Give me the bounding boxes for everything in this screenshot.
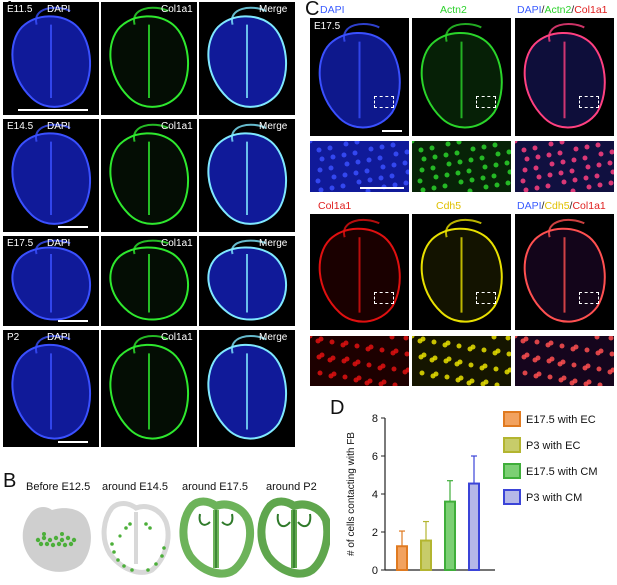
panel-a-tile-r0-c1: Col1a1 <box>101 2 197 115</box>
panel-c-bottom-zoom-0 <box>310 336 409 386</box>
tile-label: Col1a1 <box>161 121 193 132</box>
bar-chart-svg: 0 2 4 6 8 # of cells contacting with FB E17.5 … <box>346 411 598 577</box>
y-tick-label: 0 <box>372 565 378 577</box>
y-tick-label: 6 <box>372 451 378 463</box>
legend-label: P3 with CM <box>526 492 582 504</box>
panel-c-top-zoom-0 <box>310 141 409 192</box>
tile-label: Merge <box>259 4 288 15</box>
tile-label: E14.5 <box>7 121 34 132</box>
y-tick-label: 2 <box>372 527 378 539</box>
bar <box>420 539 432 572</box>
tile-label: E11.5 <box>7 4 33 15</box>
tile-label: Col1a1 <box>161 332 193 343</box>
scale-bar <box>58 441 88 443</box>
zoom-roi-box <box>374 292 394 304</box>
heart-schematic-p2 <box>257 497 330 578</box>
y-tick-label: 4 <box>372 489 378 501</box>
tile-label: DAPI <box>47 121 71 132</box>
tile-label: Col1a1 <box>161 4 193 15</box>
zoom-roi-box <box>476 292 496 304</box>
panel-c-top-heart-0: E17.5 <box>310 18 409 136</box>
heart-schematics-svg <box>22 497 330 578</box>
tile-label: Merge <box>259 121 288 132</box>
panel-c-header-bottom-0: Col1a1 <box>318 200 352 212</box>
legend-swatch <box>503 463 521 479</box>
legend-label: P3 with EC <box>526 440 580 452</box>
panel-a-tile-r3-c2: Merge <box>199 330 295 447</box>
legend-swatch <box>503 437 521 453</box>
panel-a-tile-r1-c1: Col1a1 <box>101 119 197 232</box>
tile-label: Merge <box>259 238 288 249</box>
panel-c-bottom-heart-1 <box>412 214 511 330</box>
scale-bar <box>18 109 88 111</box>
panel-a-tile-r1-c2: Merge <box>199 119 295 232</box>
panel-c-bottom-zoom-2 <box>515 336 614 386</box>
panel-d-chart: 0 2 4 6 8 # of cells contacting with FB E17.5 … <box>330 400 617 580</box>
scale-bar <box>58 226 88 228</box>
scale-bar <box>382 130 402 132</box>
bar <box>468 482 480 571</box>
panel-c-header-bottom-1: Cdh5 <box>436 200 462 212</box>
panel-c-bottom-zoom-1 <box>412 336 511 386</box>
tile-label: DAPI <box>47 238 71 249</box>
panel-a-tile-r0-c0: E11.5 DAPI <box>3 2 99 115</box>
legend-label: E17.5 with EC <box>526 414 596 426</box>
panel-a-tile-r2-c0: E17.5 DAPI <box>3 236 99 326</box>
legend-swatch <box>503 411 521 427</box>
panel-b-schematics: Before E12.5 around E14.5 around E17.5 a… <box>0 472 330 580</box>
panel-letter-b: B <box>3 470 17 492</box>
bar <box>396 545 408 571</box>
panel-c-header-bottom-2: DAPI/Cdh5/Col1a1 <box>517 200 606 212</box>
zoom-roi-box <box>476 96 496 108</box>
panel-c-top-heart-2 <box>515 18 614 136</box>
panel-c-header-top-0: DAPI <box>320 4 345 16</box>
stage-label-e17: around E17.5 <box>182 481 249 493</box>
panel-a-tile-r0-c2: Merge <box>199 2 295 115</box>
legend-label: E17.5 with CM <box>526 466 598 478</box>
tile-label: E17.5 <box>314 21 341 32</box>
y-axis-label: # of cells contacting with FB <box>346 432 357 556</box>
scale-bar <box>360 187 404 189</box>
tile-label: Col1a1 <box>161 238 193 249</box>
tile-label: DAPI <box>47 332 71 343</box>
scale-bar <box>58 320 88 322</box>
panel-c-top-heart-1 <box>412 18 511 136</box>
stage-label-before-e12: Before E12.5 <box>26 481 91 493</box>
zoom-roi-box <box>374 96 394 108</box>
panel-letter-d: D <box>330 397 345 419</box>
panel-c-bottom-heart-0 <box>310 214 409 330</box>
heart-schematic-e14 <box>101 501 171 575</box>
panel-c-header-top-1: Actn2 <box>440 4 467 16</box>
panel-a-tile-r1-c0: E14.5 DAPI <box>3 119 99 232</box>
panel-c-top-zoom-2 <box>515 141 614 192</box>
stage-label-e14: around E14.5 <box>102 481 169 493</box>
panel-c-bottom-heart-2 <box>515 214 614 330</box>
tile-label: E17.5 <box>7 238 34 249</box>
panel-c-top-zoom-1 <box>412 141 511 192</box>
panel-c-header-top-2: DAPI/Actn2/Col1a1 <box>517 4 608 16</box>
heart-schematic-e17 <box>179 497 255 578</box>
panel-a-tile-r3-c1: Col1a1 <box>101 330 197 447</box>
y-tick-label: 8 <box>372 413 378 425</box>
stage-label-p2: around P2 <box>266 481 317 493</box>
panel-a-tile-r2-c2: Merge <box>199 236 295 326</box>
tile-label: DAPI <box>47 4 71 15</box>
panel-letter-c: C <box>305 0 320 20</box>
zoom-roi-box <box>579 96 599 108</box>
zoom-roi-box <box>579 292 599 304</box>
heart-schematic-before-e12 <box>22 507 91 572</box>
panel-a-tile-r2-c1: Col1a1 <box>101 236 197 326</box>
legend-swatch <box>503 489 521 505</box>
tile-label: Merge <box>259 332 288 343</box>
bar <box>444 500 456 571</box>
panel-a-tile-r3-c0: P2 DAPI <box>3 330 99 447</box>
tile-label: P2 <box>7 332 20 343</box>
